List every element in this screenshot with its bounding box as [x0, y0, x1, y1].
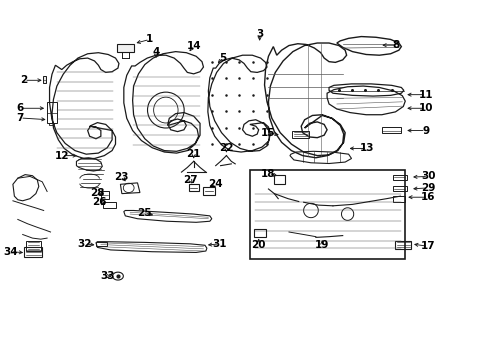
Text: 4: 4	[152, 46, 160, 57]
Text: 22: 22	[219, 143, 234, 153]
Text: 13: 13	[360, 143, 374, 153]
Text: 5: 5	[220, 53, 227, 63]
Text: 8: 8	[393, 40, 400, 50]
Text: 2: 2	[21, 75, 28, 85]
Text: 17: 17	[421, 241, 436, 251]
Text: 27: 27	[183, 175, 197, 185]
Text: 25: 25	[138, 208, 152, 218]
Text: 10: 10	[418, 103, 433, 113]
Text: 1: 1	[146, 35, 153, 44]
Text: 18: 18	[261, 168, 276, 179]
Text: 15: 15	[261, 128, 276, 138]
Polygon shape	[43, 76, 46, 83]
Text: 24: 24	[208, 179, 223, 189]
Text: 28: 28	[90, 188, 105, 198]
Text: 31: 31	[212, 239, 227, 249]
Text: 23: 23	[115, 172, 129, 182]
Text: 19: 19	[315, 239, 329, 249]
Text: 7: 7	[17, 113, 24, 123]
Text: 21: 21	[187, 149, 201, 159]
Text: 16: 16	[421, 192, 436, 202]
Text: 14: 14	[186, 41, 201, 50]
Text: 32: 32	[77, 239, 92, 249]
Text: 26: 26	[92, 197, 107, 207]
Text: 33: 33	[100, 271, 115, 281]
Text: 3: 3	[256, 30, 263, 39]
Text: 12: 12	[54, 150, 69, 161]
Text: 11: 11	[418, 90, 433, 100]
Polygon shape	[117, 44, 134, 51]
Text: 9: 9	[422, 126, 429, 135]
Text: 34: 34	[3, 247, 18, 257]
Text: 30: 30	[421, 171, 436, 181]
Text: 29: 29	[421, 183, 436, 193]
Text: 6: 6	[17, 103, 24, 113]
Text: 20: 20	[251, 239, 266, 249]
